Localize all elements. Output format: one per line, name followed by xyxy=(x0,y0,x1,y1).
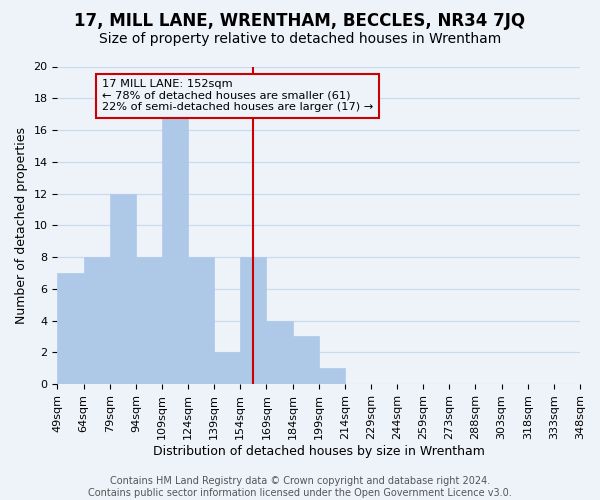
Text: 17, MILL LANE, WRENTHAM, BECCLES, NR34 7JQ: 17, MILL LANE, WRENTHAM, BECCLES, NR34 7… xyxy=(74,12,526,30)
Bar xyxy=(136,257,162,384)
Bar xyxy=(58,273,83,384)
Text: 17 MILL LANE: 152sqm
← 78% of detached houses are smaller (61)
22% of semi-detac: 17 MILL LANE: 152sqm ← 78% of detached h… xyxy=(102,79,373,112)
Bar xyxy=(293,336,319,384)
Bar xyxy=(266,320,293,384)
Bar xyxy=(188,257,214,384)
Bar xyxy=(241,257,266,384)
Bar xyxy=(162,114,188,384)
Bar xyxy=(319,368,345,384)
Bar xyxy=(214,352,241,384)
Y-axis label: Number of detached properties: Number of detached properties xyxy=(15,127,28,324)
Bar xyxy=(83,257,110,384)
Bar xyxy=(110,194,136,384)
Text: Contains HM Land Registry data © Crown copyright and database right 2024.
Contai: Contains HM Land Registry data © Crown c… xyxy=(88,476,512,498)
Text: Size of property relative to detached houses in Wrentham: Size of property relative to detached ho… xyxy=(99,32,501,46)
X-axis label: Distribution of detached houses by size in Wrentham: Distribution of detached houses by size … xyxy=(153,444,485,458)
